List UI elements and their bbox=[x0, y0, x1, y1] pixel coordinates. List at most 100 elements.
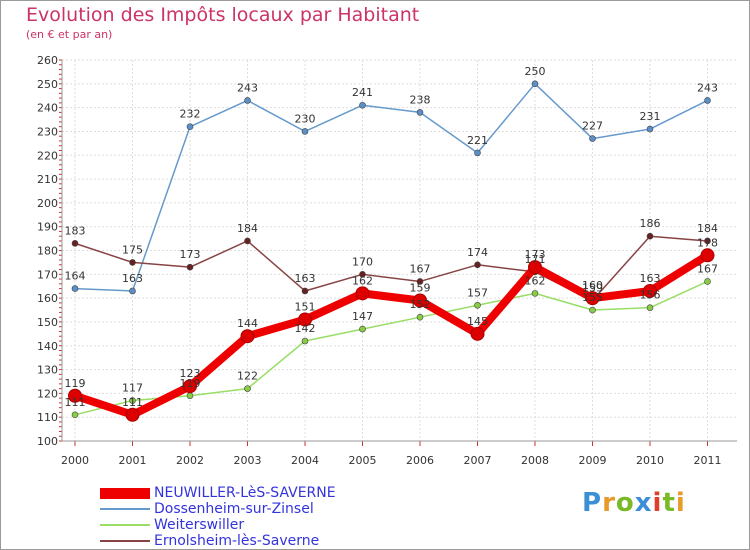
y-tick-label: 220 bbox=[37, 149, 58, 162]
data-point-neuwiller-l-s-saverne bbox=[470, 326, 485, 341]
data-point-ernolsheim-l-s-saverne bbox=[359, 271, 366, 278]
data-point-weiterswiller bbox=[474, 301, 481, 309]
data-label-ernolsheim-l-s-saverne: 174 bbox=[467, 246, 488, 259]
legend-swatch-ernolsheim bbox=[100, 540, 150, 542]
data-label-dossenheim-sur-zinsel: 243 bbox=[237, 81, 258, 94]
data-point-dossenheim-sur-zinsel bbox=[186, 123, 194, 130]
y-tick-label: 240 bbox=[37, 102, 58, 115]
data-label-weiterswiller: 147 bbox=[352, 310, 373, 323]
x-tick-label: 2008 bbox=[521, 454, 549, 467]
data-label-dossenheim-sur-zinsel: 230 bbox=[295, 112, 316, 125]
y-tick-label: 100 bbox=[37, 435, 58, 448]
data-point-ernolsheim-l-s-saverne bbox=[474, 261, 481, 269]
data-point-weiterswiller bbox=[589, 306, 596, 314]
data-label-neuwiller-l-s-saverne: 111 bbox=[122, 396, 143, 409]
chart-subtitle: (en € et par an) bbox=[26, 28, 113, 41]
logo-letter: i bbox=[675, 488, 686, 518]
proxiti-logo: Proxiti bbox=[582, 488, 686, 518]
data-point-neuwiller-l-s-saverne bbox=[125, 407, 140, 422]
x-tick-label: 2006 bbox=[406, 454, 434, 467]
data-point-neuwiller-l-s-saverne bbox=[528, 260, 542, 275]
data-point-dossenheim-sur-zinsel bbox=[589, 135, 596, 142]
data-point-dossenheim-sur-zinsel bbox=[474, 149, 481, 157]
series-line-weiterswiller bbox=[74, 280, 709, 416]
data-label-ernolsheim-l-s-saverne: 173 bbox=[180, 248, 201, 261]
y-tick-label: 120 bbox=[37, 387, 58, 400]
x-tick-label: 2004 bbox=[291, 454, 319, 467]
data-label-ernolsheim-l-s-saverne: 170 bbox=[352, 255, 373, 268]
data-point-dossenheim-sur-zinsel bbox=[704, 97, 711, 104]
y-tick-label: 110 bbox=[37, 411, 58, 424]
y-tick-label: 160 bbox=[37, 292, 58, 305]
y-tick-label: 200 bbox=[37, 197, 58, 210]
data-label-neuwiller-l-s-saverne: 162 bbox=[352, 274, 373, 287]
data-point-weiterswiller bbox=[531, 290, 539, 297]
data-label-neuwiller-l-s-saverne: 123 bbox=[180, 367, 201, 380]
logo-letter: x bbox=[634, 488, 653, 518]
legend-label-weiterswiller: Weiterswiller bbox=[154, 517, 245, 533]
data-label-ernolsheim-l-s-saverne: 183 bbox=[65, 224, 86, 237]
legend-label-ernolsheim: Ernolsheim-lès-Saverne bbox=[154, 533, 320, 549]
data-label-neuwiller-l-s-saverne: 151 bbox=[295, 301, 316, 314]
data-label-weiterswiller: 162 bbox=[525, 274, 546, 287]
data-point-dossenheim-sur-zinsel bbox=[416, 109, 424, 116]
data-point-neuwiller-l-s-saverne bbox=[298, 312, 312, 327]
legend-swatch-dossenheim bbox=[100, 508, 150, 510]
y-tick-label: 260 bbox=[37, 54, 58, 67]
y-tick-label: 170 bbox=[37, 268, 58, 281]
data-point-ernolsheim-l-s-saverne bbox=[646, 232, 654, 240]
data-label-dossenheim-sur-zinsel: 250 bbox=[525, 65, 546, 78]
data-point-neuwiller-l-s-saverne bbox=[68, 388, 82, 403]
y-tick-label: 180 bbox=[37, 245, 58, 258]
data-label-weiterswiller: 117 bbox=[122, 382, 143, 395]
data-point-weiterswiller bbox=[359, 325, 366, 333]
x-tick-label: 2010 bbox=[636, 454, 664, 467]
data-label-ernolsheim-l-s-saverne: 175 bbox=[122, 243, 143, 256]
data-label-weiterswiller: 111 bbox=[65, 396, 86, 409]
data-point-neuwiller-l-s-saverne bbox=[413, 293, 427, 308]
data-label-weiterswiller: 156 bbox=[640, 289, 661, 302]
x-tick-label: 2003 bbox=[234, 454, 262, 467]
data-point-dossenheim-sur-zinsel bbox=[301, 128, 309, 135]
data-label-ernolsheim-l-s-saverne: 163 bbox=[295, 272, 316, 285]
data-label-dossenheim-sur-zinsel: 231 bbox=[640, 110, 661, 123]
y-tick-label: 150 bbox=[37, 316, 58, 329]
data-label-neuwiller-l-s-saverne: 119 bbox=[65, 377, 86, 390]
data-label-weiterswiller: 122 bbox=[237, 370, 258, 383]
data-point-neuwiller-l-s-saverne bbox=[700, 248, 715, 263]
x-tick-label: 2009 bbox=[579, 454, 607, 467]
data-point-neuwiller-l-s-saverne bbox=[183, 379, 197, 394]
legend-label-dossenheim: Dossenheim-sur-Zinsel bbox=[154, 501, 314, 517]
data-label-weiterswiller: 142 bbox=[295, 322, 316, 335]
data-label-weiterswiller: 119 bbox=[180, 377, 201, 390]
data-label-dossenheim-sur-zinsel: 163 bbox=[122, 272, 143, 285]
data-point-neuwiller-l-s-saverne bbox=[643, 283, 657, 298]
data-point-neuwiller-l-s-saverne bbox=[240, 329, 255, 344]
data-label-ernolsheim-l-s-saverne: 186 bbox=[640, 217, 661, 230]
data-label-neuwiller-l-s-saverne: 163 bbox=[640, 272, 661, 285]
logo-letter: o bbox=[615, 488, 635, 518]
data-point-weiterswiller bbox=[646, 304, 654, 311]
data-point-ernolsheim-l-s-saverne bbox=[186, 263, 194, 271]
data-label-neuwiller-l-s-saverne: 159 bbox=[410, 282, 431, 295]
data-label-dossenheim-sur-zinsel: 241 bbox=[352, 86, 373, 99]
legend-swatch-weiterswiller bbox=[100, 524, 150, 526]
y-tick-label: 190 bbox=[37, 221, 58, 234]
data-label-dossenheim-sur-zinsel: 221 bbox=[467, 134, 488, 147]
data-label-ernolsheim-l-s-saverne: 184 bbox=[237, 222, 258, 235]
data-label-ernolsheim-l-s-saverne: 171 bbox=[525, 253, 546, 266]
y-tick-label: 210 bbox=[37, 173, 58, 186]
data-label-dossenheim-sur-zinsel: 232 bbox=[180, 108, 201, 121]
y-tick-label: 130 bbox=[37, 364, 58, 377]
data-label-neuwiller-l-s-saverne: 160 bbox=[582, 279, 603, 292]
data-point-ernolsheim-l-s-saverne bbox=[71, 240, 79, 247]
data-label-weiterswiller: 167 bbox=[697, 262, 718, 275]
x-tick-label: 2002 bbox=[176, 454, 204, 467]
data-point-weiterswiller bbox=[301, 337, 309, 345]
x-tick-label: 2011 bbox=[694, 454, 722, 467]
x-tick-label: 2005 bbox=[349, 454, 377, 467]
logo-letter: r bbox=[602, 488, 616, 518]
legend-label-neuwiller: NEUWILLER-LèS-SAVERNE bbox=[154, 485, 336, 501]
data-label-neuwiller-l-s-saverne: 145 bbox=[467, 315, 488, 328]
